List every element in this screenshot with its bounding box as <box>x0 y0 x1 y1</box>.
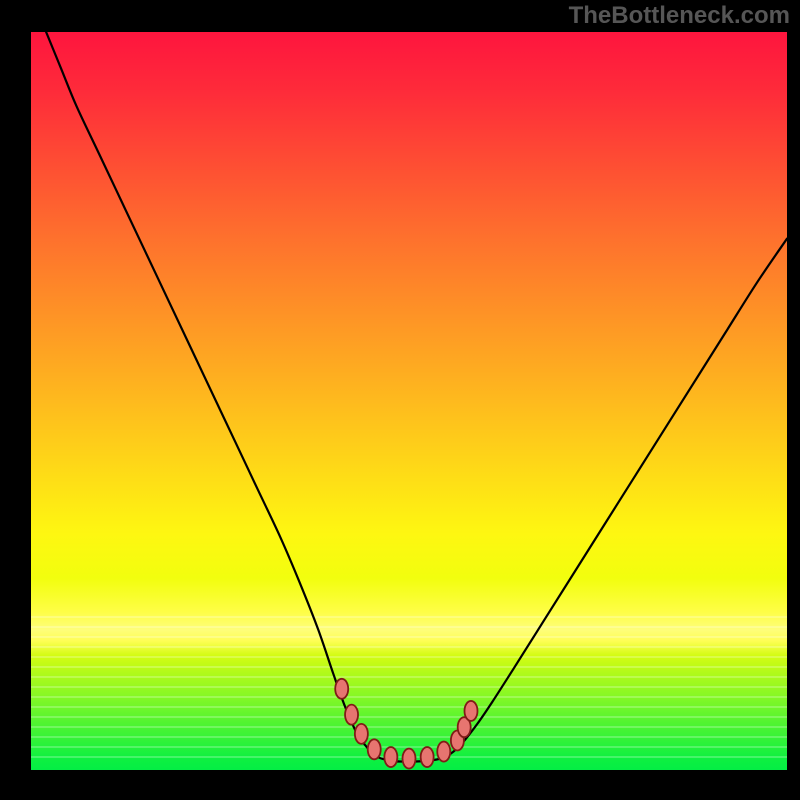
watermark-text: TheBottleneck.com <box>569 2 790 30</box>
plot-svg <box>31 32 787 770</box>
marker <box>437 742 450 762</box>
marker <box>384 747 397 767</box>
gradient-background <box>31 32 787 770</box>
marker <box>355 724 368 744</box>
marker <box>335 679 348 699</box>
marker <box>421 747 434 767</box>
marker <box>345 705 358 725</box>
marker <box>403 749 416 769</box>
plot-area <box>31 32 787 770</box>
marker <box>368 739 381 759</box>
marker <box>464 701 477 721</box>
